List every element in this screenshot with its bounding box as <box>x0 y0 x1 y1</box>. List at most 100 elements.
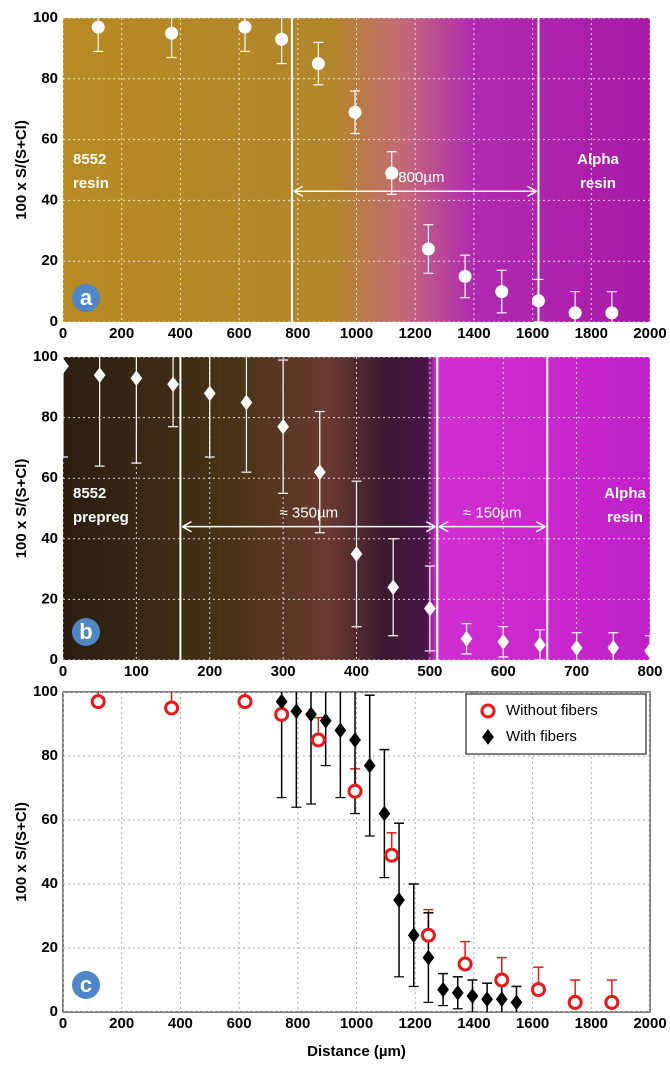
marker <box>237 694 253 710</box>
arrow-head <box>438 521 546 533</box>
marker <box>460 630 473 647</box>
y-tick-label: 40 <box>41 875 58 892</box>
panel-label: b <box>79 619 92 644</box>
y-tick-label: 80 <box>41 747 58 764</box>
region-label: Alpha <box>604 485 646 502</box>
marker <box>407 927 420 944</box>
marker <box>451 984 464 1001</box>
y-tick-label: 20 <box>41 590 58 607</box>
y-tick-label: 0 <box>50 651 58 668</box>
marker <box>458 269 472 283</box>
y-tick-label: 40 <box>41 530 58 547</box>
x-tick-label: 0 <box>59 325 67 342</box>
y-tick-label: 0 <box>50 313 58 330</box>
region-label: 8552 <box>73 151 106 168</box>
x-tick-label: 300 <box>271 663 296 680</box>
marker <box>130 370 143 387</box>
marker <box>644 643 656 659</box>
marker <box>605 306 619 320</box>
region-label: prepreg <box>73 509 129 526</box>
x-tick-label: 1800 <box>575 325 608 342</box>
y-tick-label: 80 <box>41 409 58 426</box>
x-tick-label: 200 <box>197 663 222 680</box>
marker <box>534 637 546 653</box>
y-tick-label: 20 <box>41 252 58 269</box>
x-tick-label: 100 <box>124 663 149 680</box>
marker <box>424 600 436 617</box>
panel-badge <box>72 284 100 312</box>
marker <box>387 579 400 596</box>
marker <box>347 783 363 799</box>
y-axis-label: 100 x S/(S+Cl) <box>13 120 30 220</box>
x-tick-label: 1200 <box>399 1015 432 1032</box>
marker <box>530 982 546 998</box>
marker <box>290 703 303 720</box>
marker <box>422 949 435 966</box>
marker <box>305 706 317 723</box>
span-label: ≈ 350µm <box>280 505 339 522</box>
legend-label: With fibers <box>506 728 577 745</box>
x-tick-label: 500 <box>417 663 442 680</box>
x-tick-label: 0 <box>59 1015 67 1032</box>
x-tick-label: 1200 <box>399 325 432 342</box>
region-label: resin <box>580 175 616 192</box>
panel-label: c <box>80 972 92 997</box>
marker <box>497 633 510 650</box>
x-tick-label: 700 <box>564 663 589 680</box>
marker <box>531 294 545 308</box>
marker <box>378 805 391 822</box>
arrow-head <box>182 521 436 533</box>
legend-label: Without fibers <box>506 702 598 719</box>
region-label: Alpha <box>577 151 619 168</box>
x-tick-label: 600 <box>227 325 252 342</box>
region-label: resin <box>607 509 643 526</box>
marker <box>607 640 620 656</box>
span-label: ≈ 150µm <box>463 505 522 522</box>
marker <box>466 988 479 1004</box>
panel-badge <box>72 618 100 646</box>
marker <box>437 981 449 998</box>
marker <box>203 385 216 402</box>
x-tick-label: 1400 <box>457 325 490 342</box>
x-tick-label: 400 <box>344 663 369 680</box>
marker <box>384 847 400 863</box>
x-tick-label: 200 <box>109 325 134 342</box>
marker <box>510 994 523 1011</box>
y-tick-label: 80 <box>41 70 58 87</box>
region-label: resin <box>73 175 109 192</box>
y-axis-label: 100 x S/(S+Cl) <box>13 459 30 559</box>
region-label: 8552 <box>73 485 106 502</box>
y-tick-label: 40 <box>41 191 58 208</box>
marker <box>57 358 69 374</box>
x-tick-label: 400 <box>168 325 193 342</box>
marker <box>568 306 582 320</box>
x-tick-label: 400 <box>168 1015 193 1032</box>
marker <box>275 693 288 710</box>
marker <box>93 367 106 384</box>
arrow-head <box>293 185 537 197</box>
marker <box>313 464 326 480</box>
legend-marker <box>482 729 494 745</box>
y-tick-label: 60 <box>41 131 58 148</box>
marker <box>319 712 332 729</box>
x-tick-label: 1800 <box>575 1015 608 1032</box>
marker <box>420 927 436 943</box>
x-tick-label: 0 <box>59 663 67 680</box>
marker <box>393 892 405 908</box>
y-tick-label: 60 <box>41 811 58 828</box>
marker <box>495 285 509 299</box>
x-tick-label: 600 <box>491 663 516 680</box>
x-tick-label: 1000 <box>340 1015 373 1032</box>
marker <box>481 991 493 1008</box>
marker <box>277 418 289 435</box>
marker <box>567 994 583 1010</box>
x-tick-label: 200 <box>109 1015 134 1032</box>
marker <box>90 694 106 710</box>
marker <box>167 376 179 393</box>
y-tick-label: 0 <box>50 1003 58 1020</box>
x-tick-label: 2000 <box>633 1015 666 1032</box>
legend-marker <box>480 703 496 719</box>
marker <box>604 994 620 1010</box>
